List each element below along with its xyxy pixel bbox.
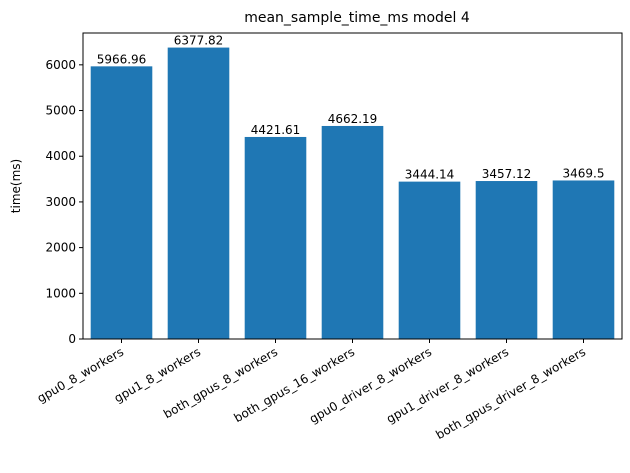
y-tick-label: 3000 bbox=[45, 195, 76, 209]
y-tick-label: 0 bbox=[68, 332, 76, 346]
bar-value-label: 6377.82 bbox=[174, 34, 224, 48]
x-tick-label: gpu1_driver_8_workers bbox=[384, 345, 511, 426]
y-axis-label: time(ms) bbox=[9, 159, 23, 213]
y-tick-label: 6000 bbox=[45, 58, 76, 72]
y-axis: 0 1000 2000 3000 4000 5000 6000 bbox=[45, 58, 83, 346]
x-tick-label: gpu0_driver_8_workers bbox=[307, 345, 434, 426]
bar-both-gpus-16-workers bbox=[321, 125, 384, 339]
bar-value-label: 4662.19 bbox=[328, 112, 378, 126]
y-tick-label: 1000 bbox=[45, 286, 76, 300]
bar-gpu1-driver-8-workers bbox=[475, 181, 538, 339]
y-tick-label: 4000 bbox=[45, 149, 76, 163]
bar-value-labels: 5966.96 6377.82 4421.61 4662.19 3444.14 3457.… bbox=[97, 34, 605, 182]
bar-both-gpus-driver-8-workers bbox=[552, 180, 615, 339]
y-tick-label: 2000 bbox=[45, 241, 76, 255]
x-axis: gpu0_8_workersgpu1_8_workersboth_gpus_8_… bbox=[35, 339, 588, 442]
x-tick-label: both_gpus_driver_8_workers bbox=[433, 345, 588, 442]
bar-value-label: 3444.14 bbox=[405, 168, 455, 182]
plot-frame bbox=[82, 32, 623, 340]
bar-gpu0-8-workers bbox=[90, 66, 153, 339]
bar-series bbox=[90, 47, 615, 339]
x-tick-label: gpu0_8_workers bbox=[35, 345, 126, 406]
bar-gpu1-8-workers bbox=[167, 47, 230, 339]
y-tick-label: 5000 bbox=[45, 104, 76, 118]
bar-gpu0-driver-8-workers bbox=[398, 181, 461, 339]
bar-value-label: 3457.12 bbox=[482, 167, 532, 181]
bar-value-label: 4421.61 bbox=[251, 123, 301, 137]
bar-both-gpus-8-workers bbox=[244, 136, 307, 339]
chart-title: mean_sample_time_ms model 4 bbox=[244, 10, 470, 26]
bar-value-label: 5966.96 bbox=[97, 52, 147, 66]
bar-value-label: 3469.5 bbox=[563, 166, 605, 180]
